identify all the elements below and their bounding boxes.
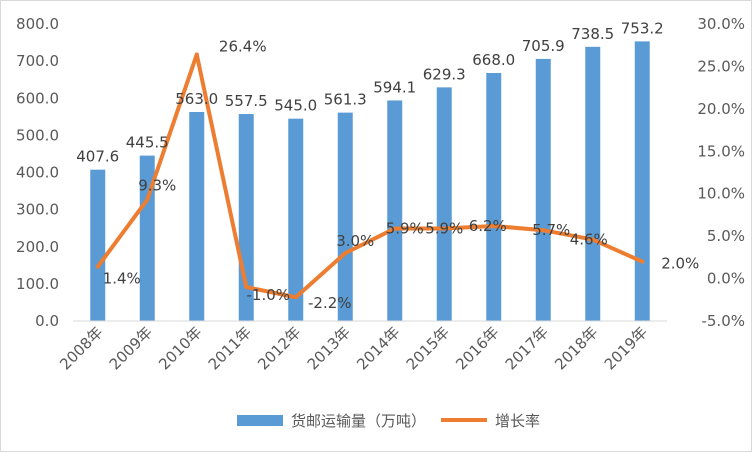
bar-value-label-5: 561.3 [324, 91, 367, 109]
growth-label-0: 1.4% [103, 270, 141, 288]
legend-swatch-bar [237, 415, 283, 426]
bar-6 [387, 100, 403, 322]
bar-7 [436, 87, 452, 321]
bars-layer [90, 41, 650, 322]
y-right-tick-1: 0.0% [707, 270, 745, 288]
x-category-4: 2012年 [254, 323, 304, 373]
growth-rate-point-8 [491, 223, 496, 228]
bar-value-label-8: 668.0 [472, 51, 515, 69]
bar-value-label-1: 445.5 [126, 134, 169, 152]
y-left-tick-5: 500.0 [16, 126, 59, 144]
watermark: 搜狐号@智华有策 [629, 430, 742, 447]
bar-value-label-6: 594.1 [373, 78, 416, 96]
bar-4 [288, 118, 304, 321]
y-left-tick-2: 200.0 [16, 238, 59, 256]
y-left-tick-7: 700.0 [16, 52, 59, 70]
bar-0 [90, 169, 106, 321]
y-right-tick-0: -5.0% [701, 312, 745, 330]
growth-rate-point-4 [293, 295, 298, 300]
growth-rate-point-5 [343, 251, 348, 256]
growth-rate-point-2 [194, 52, 199, 57]
growth-rate-point-11 [640, 259, 645, 264]
bar-1 [139, 155, 155, 321]
bar-value-label-9: 705.9 [522, 37, 565, 55]
legend-label-line: 增长率 [495, 412, 540, 430]
growth-rate-line [95, 52, 645, 300]
growth-label-9: 5.7% [532, 221, 570, 239]
y-left-tick-1: 100.0 [16, 275, 59, 293]
bar-value-label-11: 753.2 [621, 19, 664, 37]
y-right-tick-5: 20.0% [697, 100, 745, 118]
y-right-tick-4: 15.0% [697, 142, 745, 160]
x-category-3: 2011年 [205, 323, 255, 373]
x-category-1: 2009年 [106, 323, 156, 373]
growth-rate-point-3 [244, 285, 249, 290]
growth-label-10: 4.6% [570, 231, 608, 249]
bar-value-label-2: 563.0 [175, 90, 218, 108]
y-right-tick-3: 10.0% [697, 185, 745, 203]
growth-label-3: -1.0% [246, 286, 290, 304]
growth-rate-point-0 [95, 264, 100, 269]
bar-8 [486, 73, 502, 321]
y-left-tick-3: 300.0 [16, 201, 59, 219]
growth-label-8: 6.2% [469, 217, 507, 235]
x-category-5: 2013年 [304, 323, 354, 373]
y-left-tick-0: 0.0 [35, 312, 59, 330]
y-left-tick-8: 800.0 [16, 15, 59, 33]
growth-rate-point-7 [442, 226, 447, 231]
bar-9 [535, 58, 551, 321]
bar-10 [585, 46, 601, 321]
legend: 货邮运输量（万吨） 增长率 [237, 412, 540, 430]
y-right-tick-7: 30.0% [697, 15, 745, 33]
x-category-2: 2010年 [155, 323, 205, 373]
x-category-11: 2019年 [601, 323, 651, 373]
x-category-6: 2014年 [353, 323, 403, 373]
line-layer [95, 52, 645, 300]
bar-value-label-3: 557.5 [225, 92, 268, 110]
y-left-tick-6: 600.0 [16, 89, 59, 107]
x-category-10: 2018年 [551, 323, 601, 373]
y-right-tick-6: 25.0% [697, 57, 745, 75]
growth-label-7: 5.9% [425, 220, 463, 238]
growth-rate-point-9 [541, 228, 546, 233]
growth-label-6: 5.9% [386, 220, 424, 238]
x-category-0: 2008年 [56, 323, 106, 373]
x-category-8: 2016年 [452, 323, 502, 373]
growth-rate-point-10 [590, 237, 595, 242]
y-left-tick-4: 400.0 [16, 164, 59, 182]
x-category-9: 2017年 [502, 323, 552, 373]
bar-11 [634, 41, 650, 321]
bar-value-label-7: 629.3 [423, 65, 466, 83]
bar-value-label-4: 545.0 [274, 97, 317, 115]
bar-5 [337, 112, 353, 322]
growth-rate-point-1 [145, 197, 150, 202]
growth-label-4: -2.2% [308, 294, 352, 312]
labels-layer: 407.6 445.5 563.0 557.5 545.0 561.3 594.1 629.3… [76, 19, 699, 312]
y-right-tick-2: 5.0% [707, 227, 745, 245]
bar-2 [189, 111, 205, 321]
bar-value-label-10: 738.5 [571, 25, 614, 43]
growth-label-2: 26.4% [219, 38, 267, 56]
growth-label-5: 3.0% [336, 232, 374, 250]
growth-label-1: 9.3% [138, 177, 176, 195]
growth-rate-point-6 [392, 226, 397, 231]
bar-value-label-0: 407.6 [76, 148, 119, 166]
legend-label-bar: 货邮运输量（万吨） [291, 412, 426, 430]
growth-label-11: 2.0% [661, 255, 699, 273]
x-category-7: 2015年 [403, 323, 453, 373]
